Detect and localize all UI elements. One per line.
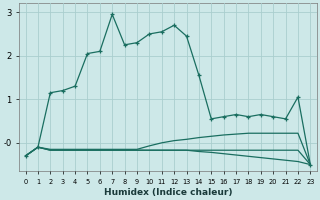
X-axis label: Humidex (Indice chaleur): Humidex (Indice chaleur) (104, 188, 232, 197)
